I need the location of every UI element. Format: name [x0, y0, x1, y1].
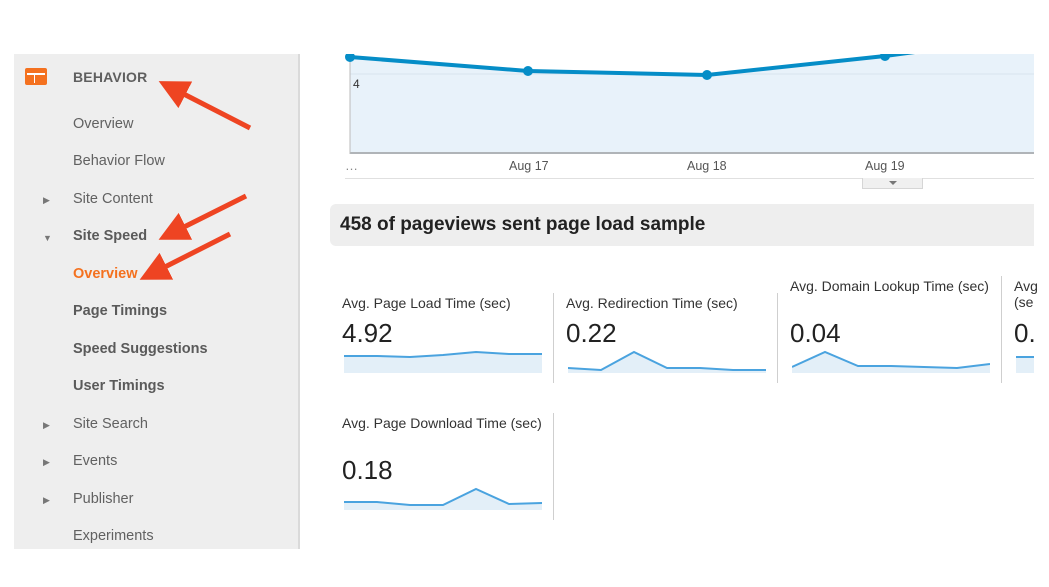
sparkline-page-load-time	[344, 350, 542, 373]
sidebar-item-publisher[interactable]: Publisher	[73, 491, 134, 507]
annotation-arrow-site-speed	[158, 193, 248, 240]
sparkline-truncated	[1016, 356, 1034, 373]
sample-banner	[330, 204, 1034, 246]
sidebar-item-site-content[interactable]: Site Content	[73, 191, 153, 207]
sidebar-item-page-timings[interactable]: Page Timings	[73, 303, 168, 319]
collapse-caret-icon[interactable]: ▼	[43, 233, 52, 243]
sparkline-domain-lookup-time	[792, 350, 990, 373]
metric-divider	[777, 293, 778, 383]
chart-collapse-toggle[interactable]	[862, 178, 923, 189]
chart-point	[880, 54, 890, 61]
metric-divider	[553, 293, 554, 383]
metric-divider	[553, 413, 554, 520]
pageviews-chart: 4	[345, 54, 1034, 154]
metric-divider	[1001, 276, 1002, 383]
sidebar-item-site-speed[interactable]: Site Speed	[73, 228, 148, 244]
expand-caret-icon[interactable]: ▶	[43, 195, 50, 205]
metric-value-page-load-time[interactable]: 4.92	[342, 318, 393, 348]
sidebar-section-behavior[interactable]: BEHAVIOR	[73, 69, 148, 85]
sparkline-page-download-time	[344, 487, 542, 510]
chart-x-tick: Aug 18	[687, 159, 727, 173]
chart-x-tick: Aug 19	[865, 159, 905, 173]
sidebar-item-site-speed-overview[interactable]: Overview	[73, 266, 138, 282]
metric-label-page-load-time: Avg. Page Load Time (sec)	[342, 295, 511, 311]
sidebar-item-behavior-flow[interactable]: Behavior Flow	[73, 153, 165, 169]
chart-x-tick: Aug 17	[509, 159, 549, 173]
metric-label-domain-lookup-time: Avg. Domain Lookup Time (sec)	[790, 278, 989, 294]
sidebar-item-site-search[interactable]: Site Search	[73, 416, 148, 432]
sidebar-item-experiments[interactable]: Experiments	[73, 528, 154, 544]
chevron-down-icon	[888, 181, 897, 185]
annotation-arrow-overview	[139, 231, 232, 280]
metric-label-truncated: Avg (se	[1014, 278, 1038, 310]
sidebar-item-events[interactable]: Events	[73, 453, 118, 469]
metric-label-redirection-time: Avg. Redirection Time (sec)	[566, 295, 738, 311]
metric-value-truncated[interactable]: 0.	[1014, 318, 1036, 348]
expand-caret-icon[interactable]: ▶	[43, 495, 50, 505]
chart-point	[523, 66, 533, 76]
chart-point	[702, 70, 712, 80]
expand-caret-icon[interactable]: ▶	[43, 457, 50, 467]
metric-value-redirection-time[interactable]: 0.22	[566, 318, 617, 348]
expand-caret-icon[interactable]: ▶	[43, 420, 50, 430]
metric-label-page-download-time: Avg. Page Download Time (sec)	[342, 415, 542, 431]
chart-x-tick-ellipsis: …	[345, 158, 358, 173]
metric-value-domain-lookup-time[interactable]: 0.04	[790, 318, 841, 348]
chart-point	[345, 54, 355, 62]
sidebar-item-speed-suggestions[interactable]: Speed Suggestions	[73, 341, 208, 357]
sidebar-item-user-timings[interactable]: User Timings	[73, 378, 165, 394]
metric-value-page-download-time[interactable]: 0.18	[342, 455, 393, 485]
sidebar	[14, 54, 298, 549]
behavior-icon	[25, 68, 47, 85]
sample-banner-title: 458 of pageviews sent page load sample	[340, 214, 706, 235]
annotation-arrow-behavior	[158, 81, 252, 131]
chart-x-axis	[345, 154, 1034, 179]
sidebar-scrollbar[interactable]	[298, 54, 300, 549]
sparkline-redirection-time	[568, 350, 766, 373]
chart-area-fill	[350, 54, 1034, 154]
chart-y-tick: 4	[353, 77, 360, 91]
sidebar-item-overview[interactable]: Overview	[73, 116, 134, 132]
